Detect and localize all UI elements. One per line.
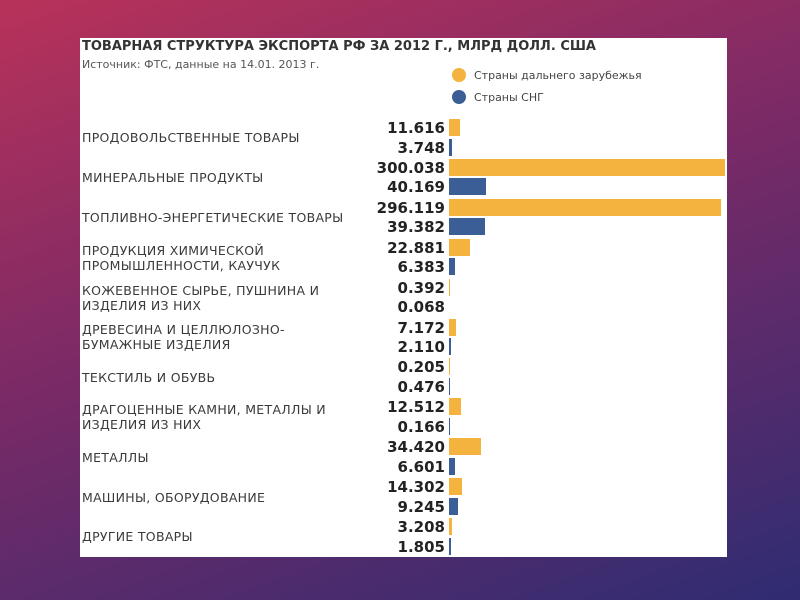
value-label: 3.748 xyxy=(397,138,445,157)
bar xyxy=(449,478,463,496)
category-label: МАШИНЫ, ОБОРУДОВАНИЕ xyxy=(82,489,266,505)
value-label: 0.205 xyxy=(397,358,445,377)
category-label: ДРЕВЕСИНА И ЦЕЛЛЮЛОЗНО-БУМАЖНЫЕ ИЗДЕЛИЯ xyxy=(82,322,285,353)
legend-label: Страны СНГ xyxy=(474,91,544,104)
value-label: 3.208 xyxy=(397,518,445,536)
value-label: 0.166 xyxy=(397,417,445,436)
value-label: 14.302 xyxy=(387,478,445,497)
bar xyxy=(449,258,455,276)
bar xyxy=(449,238,471,256)
value-label: 39.382 xyxy=(387,218,445,237)
category-label: ДРУГИЕ ТОВАРЫ xyxy=(82,529,193,545)
value-label: 9.245 xyxy=(397,497,445,516)
chart-title: ТОВАРНАЯ СТРУКТУРА ЭКСПОРТА РФ ЗА 2012 Г… xyxy=(82,39,596,54)
category-label: ПРОДОВОЛЬСТВЕННЫЕ ТОВАРЫ xyxy=(82,130,300,146)
legend-swatch xyxy=(452,68,466,82)
bar xyxy=(449,338,451,355)
chart: ТОВАРНАЯ СТРУКТУРА ЭКСПОРТА РФ ЗА 2012 Г… xyxy=(80,38,727,557)
value-label: 2.110 xyxy=(397,338,445,356)
value-label: 0.392 xyxy=(397,278,445,297)
value-label: 300.038 xyxy=(376,158,445,177)
legend-label: Страны дальнего зарубежья xyxy=(474,69,642,82)
bar xyxy=(449,158,725,176)
bar xyxy=(449,198,722,216)
bar xyxy=(449,398,461,416)
bar xyxy=(449,138,453,156)
value-label: 40.169 xyxy=(387,178,445,197)
bar xyxy=(449,518,452,535)
bar xyxy=(449,218,486,236)
bar xyxy=(449,497,458,515)
category-label: ПРОДУКЦИЯ ХИМИЧЕСКОЙ ПРОМЫШЛЕННОСТИ, КАУ… xyxy=(82,242,281,273)
value-label: 0.068 xyxy=(397,298,445,317)
value-label: 0.476 xyxy=(397,377,445,396)
bar xyxy=(449,178,486,196)
value-label: 6.383 xyxy=(397,258,445,277)
value-label: 34.420 xyxy=(387,438,445,457)
legend-swatch xyxy=(452,90,466,104)
value-label: 11.616 xyxy=(387,119,445,137)
category-label: МИНЕРАЛЬНЫЕ ПРОДУКТЫ xyxy=(82,170,264,186)
bar xyxy=(449,119,460,136)
category-label: КОЖЕВЕННОЕ СЫРЬЕ, ПУШНИНА И ИЗДЕЛИЯ ИЗ Н… xyxy=(82,282,320,313)
category-label: ТЕКСТИЛЬ И ОБУВЬ xyxy=(82,369,216,385)
value-label: 296.119 xyxy=(376,198,445,217)
bar xyxy=(449,537,451,555)
category-label: ДРАГОЦЕННЫЕ КАМНИ, МЕТАЛЛЫ И ИЗДЕЛИЯ ИЗ … xyxy=(82,402,326,433)
category-label: ТОПЛИВНО-ЭНЕРГЕТИЧЕСКИЕ ТОВАРЫ xyxy=(82,210,344,226)
category-label: МЕТАЛЛЫ xyxy=(82,449,149,465)
value-label: 6.601 xyxy=(397,457,445,476)
bar xyxy=(449,457,456,475)
bar xyxy=(449,318,456,336)
chart-subtitle: Источник: ФТС, данные на 14.01. 2013 г. xyxy=(82,58,320,71)
value-label: 22.881 xyxy=(387,238,445,257)
value-label: 1.805 xyxy=(397,537,445,556)
bar xyxy=(449,438,481,456)
value-label: 7.172 xyxy=(397,318,445,337)
value-label: 12.512 xyxy=(387,398,445,417)
